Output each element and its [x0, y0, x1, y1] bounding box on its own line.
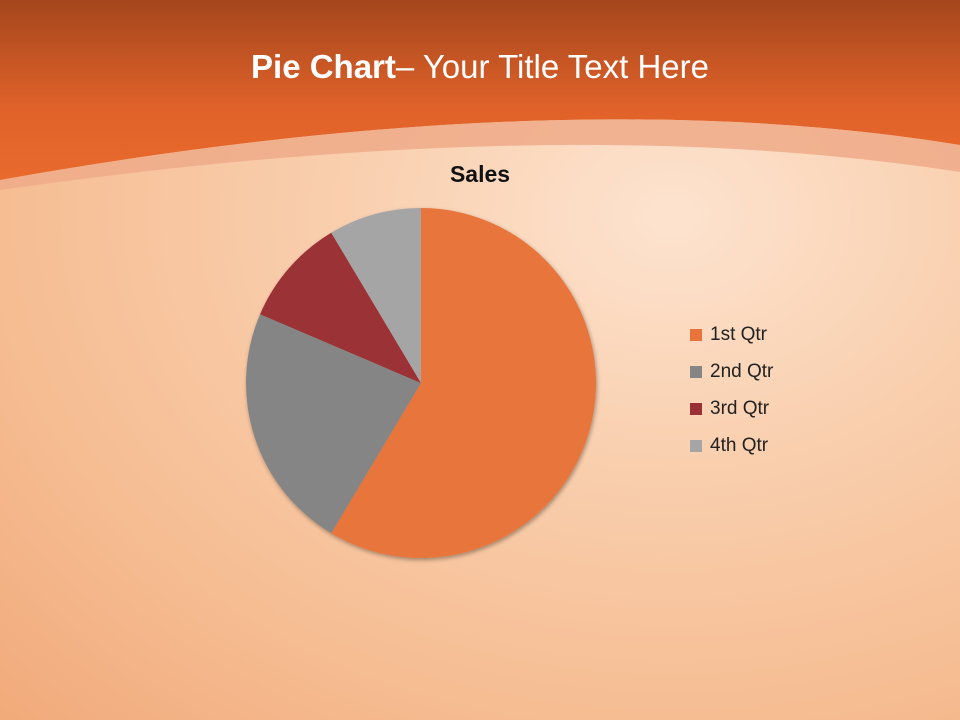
legend-swatch: [690, 365, 702, 378]
legend-label: 3rd Qtr: [710, 397, 770, 419]
slide-title: Pie Chart– Your Title Text Here: [251, 48, 709, 85]
header-band: [0, 0, 960, 180]
legend-item: 4th Qtr: [690, 427, 773, 464]
legend-item: 3rd Qtr: [690, 390, 773, 427]
legend-swatch: [690, 439, 702, 452]
pie-slice-1: [331, 208, 597, 558]
pie-slice-4: [331, 208, 421, 383]
legend: 1st Qtr 2nd Qtr 3rd Qtr 4th Qtr: [690, 316, 773, 464]
legend-item: 1st Qtr: [690, 316, 773, 353]
legend-label: 2nd Qtr: [710, 360, 774, 382]
legend-label: 4th Qtr: [710, 434, 769, 456]
legend-swatch: [690, 328, 702, 341]
legend-item: 2nd Qtr: [690, 353, 773, 390]
legend-swatch: [690, 402, 702, 415]
header-arc: [0, 119, 960, 190]
legend-label: 1st Qtr: [710, 323, 768, 345]
chart-title: Sales: [449, 161, 511, 187]
pie-slice-2: [245, 314, 421, 534]
pie-slice-3: [260, 232, 421, 383]
